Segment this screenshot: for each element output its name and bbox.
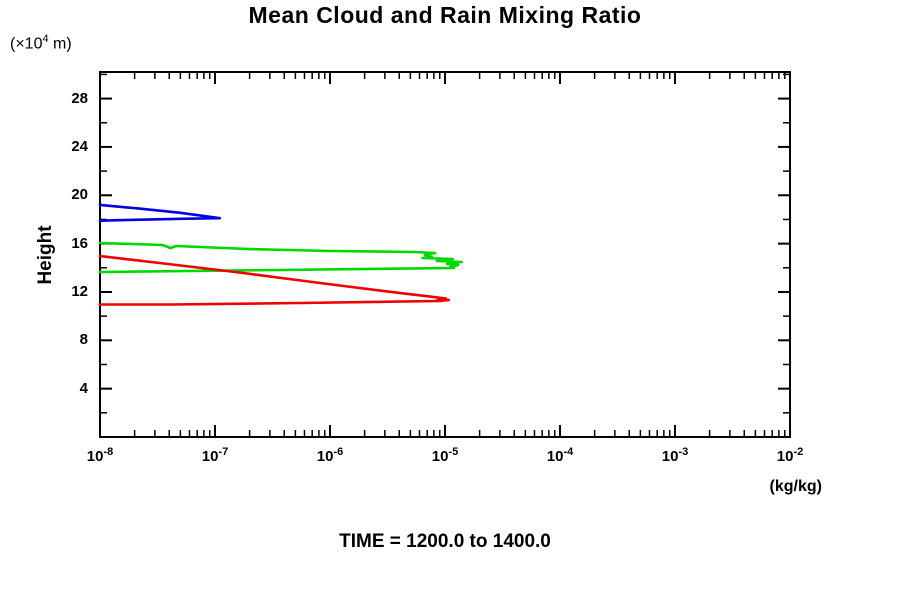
plot-frame [99, 71, 791, 438]
y-tick-label: 4 [79, 380, 88, 397]
x-tick-label: 10-7 [201, 446, 229, 465]
y-tick-label: 20 [71, 186, 88, 203]
y-axis-unit-label: (×104 m) [10, 33, 72, 53]
y-tick-label: 8 [79, 331, 88, 348]
red-curve [98, 254, 451, 306]
time-caption: TIME = 1200.0 to 1400.0 [339, 531, 551, 552]
y-unit-exponent: 4 [42, 33, 49, 45]
y-unit-base: (×10 [10, 35, 43, 53]
chart-title: Mean Cloud and Rain Mixing Ratio [248, 2, 642, 28]
x-tick-label: 10-2 [776, 446, 804, 465]
x-tick-label: 10-4 [546, 446, 574, 465]
y-tick-label: 16 [71, 235, 88, 252]
x-tick-label: 10-6 [316, 446, 344, 465]
y-tick-label: 12 [71, 283, 88, 300]
y-tick-label: 28 [71, 90, 88, 107]
x-tick-label: 10-8 [86, 446, 114, 465]
x-tick-label: 10-3 [661, 446, 689, 465]
x-tick-label: 10-5 [431, 446, 459, 465]
y-tick-label: 24 [71, 138, 88, 155]
blue-curve [98, 203, 222, 222]
green-curve [98, 241, 464, 274]
y-unit-suffix: m) [48, 35, 72, 53]
x-axis-unit-label: (kg/kg) [769, 478, 822, 495]
